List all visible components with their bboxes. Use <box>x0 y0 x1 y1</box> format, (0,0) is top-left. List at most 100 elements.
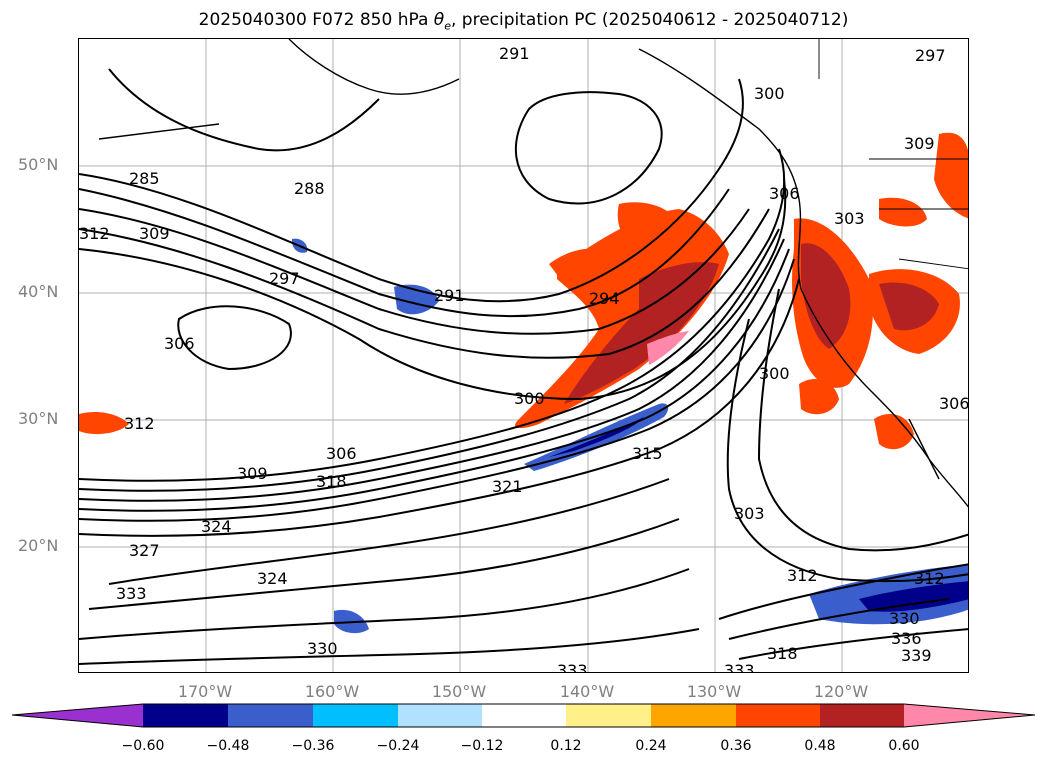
colorbar-segment-4 <box>398 704 482 727</box>
colorbar-tick-pos036: 0.36 <box>720 738 752 754</box>
colorbar <box>11 703 1036 728</box>
lat-label-20n: 20°N <box>18 536 59 555</box>
precip-northeast <box>934 132 968 219</box>
lat-label-30n: 30°N <box>18 409 59 428</box>
lon-label-140w: 140°W <box>559 682 615 701</box>
precip-negative-southeast-core <box>859 581 968 612</box>
colorbar-tick-pos024: 0.24 <box>635 738 667 754</box>
contour-label-333-a: 333 <box>116 584 147 603</box>
colorbar-tick-neg012: −0.12 <box>460 738 504 754</box>
contour-330 <box>79 568 690 640</box>
contour-label-339: 339 <box>901 646 932 665</box>
contour-label-318-a: 318 <box>316 472 347 491</box>
colorbar-segment-5 <box>482 704 566 727</box>
contour-333 <box>79 628 700 665</box>
contour-label-285: 285 <box>129 169 160 188</box>
colorbar-segment-6 <box>566 704 651 727</box>
map-title: 2025040300 F072 850 hPa θe, precipitatio… <box>0 10 1047 32</box>
precip-baja <box>874 414 914 450</box>
contour-label-318-b: 318 <box>767 644 798 663</box>
contour-closed-nw <box>108 68 380 152</box>
colorbar-segment-8 <box>736 704 820 727</box>
coastline-aleutians <box>98 123 220 140</box>
contour-label-309-a: 309 <box>139 224 170 243</box>
title-text: 2025040300 F072 850 hPa θe, precipitatio… <box>198 10 849 33</box>
contour-288 <box>79 188 730 318</box>
precip-california-core <box>801 243 851 349</box>
contour-label-324-a: 324 <box>201 517 232 536</box>
lat-label-40n: 40°N <box>18 282 59 301</box>
precip-great-basin-core <box>879 282 939 331</box>
contour-label-306-c: 306 <box>769 184 800 203</box>
contour-label-312-d: 312 <box>914 569 945 588</box>
contour-label-300-b: 300 <box>759 364 790 383</box>
contour-label-291-a: 291 <box>434 286 465 305</box>
lat-label-50n: 50°N <box>18 155 59 174</box>
contour-label-321: 321 <box>492 477 523 496</box>
lon-label-120w: 120°W <box>813 682 869 701</box>
contour-297 <box>79 178 787 401</box>
contour-label-306-b: 306 <box>326 444 357 463</box>
precip-band-central <box>515 209 729 429</box>
contour-ridge-east <box>757 288 968 552</box>
precip-idaho <box>879 197 927 227</box>
lon-label-130w: 130°W <box>686 682 742 701</box>
coastline-alaska <box>288 39 460 95</box>
contour-318 <box>108 478 670 585</box>
contour-label-306-d: 306 <box>939 394 969 413</box>
coastlines <box>98 39 968 508</box>
precip-band-core <box>564 262 719 404</box>
contour-324 <box>88 518 680 610</box>
contour-se-2 <box>728 598 950 640</box>
contour-label-312-b: 312 <box>124 414 155 433</box>
colorbar-segment-3 <box>313 704 398 727</box>
contour-closed-low <box>515 91 663 205</box>
contour-label-333-b: 333 <box>557 661 588 673</box>
contour-label-330-a: 330 <box>307 639 338 658</box>
contour-306 <box>79 238 785 502</box>
contour-312 <box>79 258 795 522</box>
contour-ridge-east-2 <box>726 318 968 583</box>
contour-label-303-b: 303 <box>834 209 865 228</box>
precip-shading <box>79 132 968 634</box>
contour-label-297-ne: 297 <box>915 46 946 65</box>
precip-west-lobe <box>549 248 609 284</box>
lon-label-170w: 170°W <box>177 682 233 701</box>
contour-291 <box>79 208 750 335</box>
state-borders <box>818 39 968 270</box>
colorbar-tick-neg036: −0.36 <box>291 738 335 754</box>
colorbar-tick-neg048: −0.48 <box>206 738 250 754</box>
colorbar-tick-neg060: −0.60 <box>121 738 165 754</box>
contour-label-309-b: 309 <box>237 464 268 483</box>
colorbar-tick-pos060: 0.60 <box>888 738 920 754</box>
lon-label-160w: 160°W <box>304 682 360 701</box>
colorbar-segment-7 <box>651 704 736 727</box>
colorbar-extension-high <box>904 704 1035 727</box>
contour-label-309-c: 309 <box>904 134 935 153</box>
contour-315 <box>79 278 800 537</box>
coastline-north-america <box>638 48 968 508</box>
map-svg: 285 288 291 291 294 297 300 300 303 303 … <box>79 39 969 673</box>
colorbar-segment-9 <box>820 704 904 727</box>
contour-303 <box>79 228 780 492</box>
contour-label-291-b: 291 <box>499 44 530 63</box>
colorbar-tick-pos012: 0.12 <box>550 738 582 754</box>
contour-closed-306 <box>177 305 292 371</box>
colorbar-tick-pos048: 0.48 <box>804 738 836 754</box>
precip-coastal-south <box>799 379 839 415</box>
contour-label-315: 315 <box>632 444 663 463</box>
precip-north-lobe <box>617 202 679 254</box>
contour-label-303-a: 303 <box>734 504 765 523</box>
contour-label-336: 336 <box>891 629 922 648</box>
precip-far-west <box>79 412 129 435</box>
contour-label-297: 297 <box>269 269 300 288</box>
contour-309 <box>79 248 790 512</box>
contour-se-1 <box>718 563 968 620</box>
contour-label-312-c: 312 <box>787 566 818 585</box>
colorbar-segment-1 <box>143 704 228 727</box>
coastline-baja <box>908 418 940 480</box>
precip-band-peak <box>647 331 689 365</box>
contour-294 <box>79 208 770 359</box>
contour-300 <box>79 148 786 482</box>
colorbar-tick-neg024: −0.24 <box>376 738 420 754</box>
